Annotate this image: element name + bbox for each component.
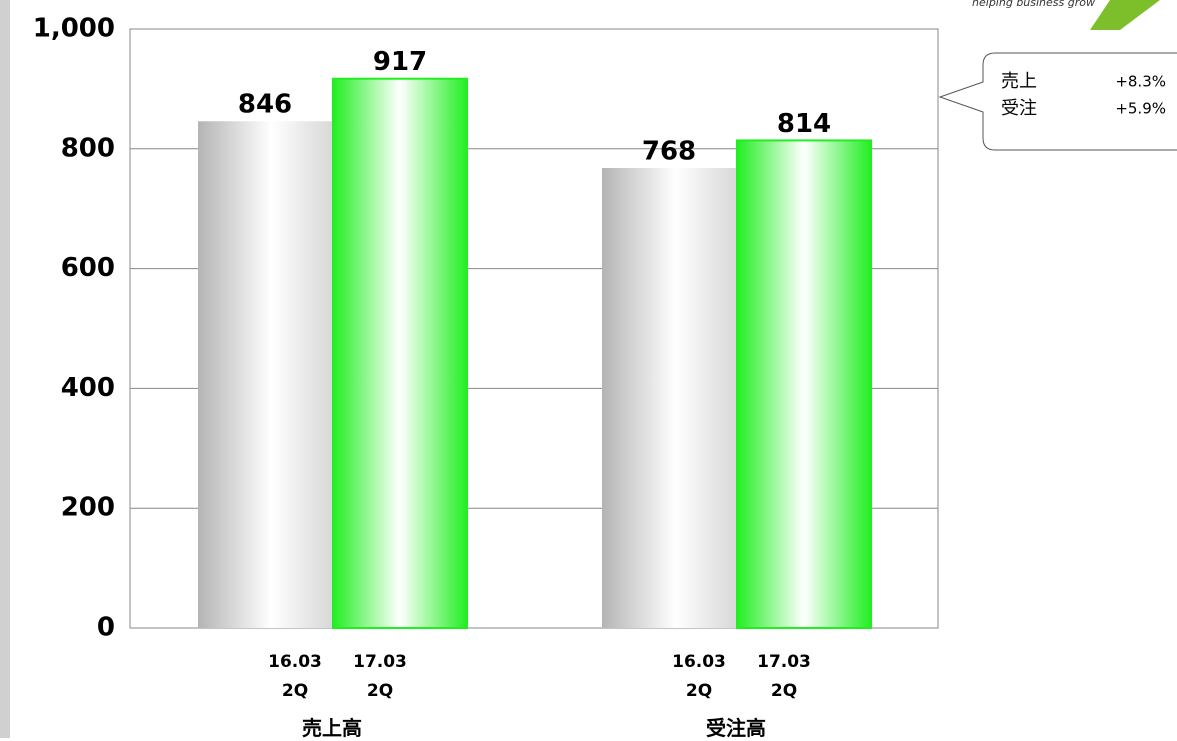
logo-mark (1090, 0, 1160, 30)
data-label: 917 (373, 47, 427, 77)
bar (332, 77, 468, 630)
bar (198, 121, 332, 628)
series-label: 17.03 2Q (353, 652, 407, 701)
bar (736, 139, 872, 629)
logo-text: helping business grow (972, 0, 1095, 9)
y-tick-label: 200 (61, 493, 115, 523)
callout-value: +5.9% (1115, 100, 1166, 118)
series-label: 17.03 2Q (757, 652, 811, 701)
y-tick-label: 1,000 (33, 14, 115, 44)
screen-edge (0, 0, 10, 738)
data-label: 846 (238, 90, 292, 120)
data-label: 814 (777, 109, 831, 139)
series-label: 16.03 2Q (672, 652, 726, 701)
x-tick-label: 売上高 (302, 716, 362, 740)
callout-label: 受注 (1001, 98, 1037, 119)
callout-value: +8.3% (1115, 73, 1166, 91)
callout-box (938, 52, 1177, 151)
data-label: 768 (642, 136, 696, 166)
callout-label: 売上 (1001, 71, 1037, 92)
y-tick-label: 800 (61, 133, 115, 163)
bar (602, 167, 736, 628)
y-tick-label: 0 (97, 613, 115, 643)
y-tick-label: 400 (61, 373, 115, 403)
x-tick-label: 受注高 (706, 716, 766, 740)
series-label: 16.03 2Q (268, 652, 322, 701)
y-tick-label: 600 (61, 253, 115, 283)
